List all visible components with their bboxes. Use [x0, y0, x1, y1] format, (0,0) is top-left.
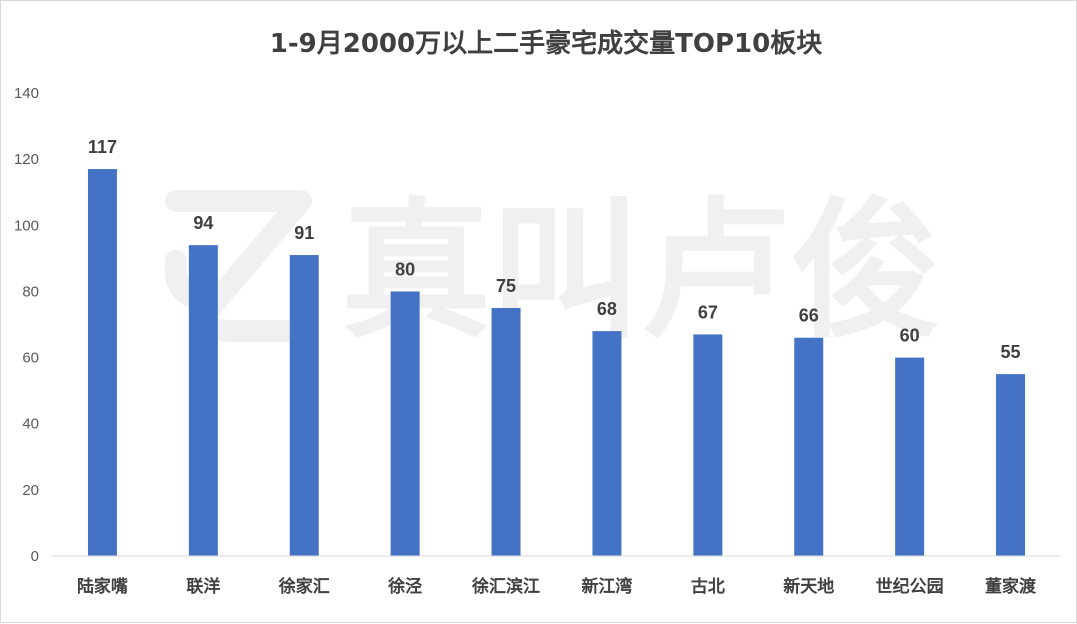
bar: [390, 291, 420, 556]
y-tick-label: 120: [14, 151, 39, 168]
x-tick-label: 新江湾: [581, 576, 632, 597]
watermark-text: 真叫卢俊: [341, 185, 941, 359]
bar: [87, 169, 117, 557]
bar-series: [87, 169, 1026, 557]
x-tick-label: 董家渡: [985, 576, 1037, 597]
bar: [996, 374, 1026, 556]
x-tick-label: 徐家汇: [278, 576, 330, 597]
bar: [693, 334, 723, 556]
data-label: 94: [193, 213, 213, 233]
data-label: 75: [496, 276, 516, 296]
x-tick-label: 古北: [691, 576, 725, 597]
data-label: 80: [395, 259, 415, 279]
y-tick-label: 0: [31, 548, 39, 565]
x-tick-label: 联洋: [186, 576, 220, 597]
x-tick-label: 世纪公园: [876, 576, 944, 597]
bar: [188, 245, 218, 556]
data-label: 55: [1001, 342, 1021, 362]
y-tick-label: 140: [14, 85, 39, 102]
data-label: 66: [799, 306, 819, 326]
bar: [491, 307, 521, 556]
data-label: 60: [900, 326, 920, 346]
x-tick-label: 徐泾: [387, 576, 422, 597]
y-tick-label: 40: [22, 416, 39, 433]
bar: [895, 357, 925, 556]
bar: [592, 331, 622, 556]
y-tick-label: 80: [22, 283, 39, 300]
y-tick-label: 60: [22, 350, 39, 367]
x-tick-label: 新天地: [783, 576, 834, 597]
x-axis: 陆家嘴 联洋 徐家汇 徐泾 徐汇滨江 新江湾 古北 新天地 世纪公园 董家渡: [52, 555, 1061, 597]
y-tick-label: 20: [22, 482, 39, 499]
bar: [794, 337, 824, 556]
data-label: 91: [294, 223, 314, 243]
chart-title: 1-9月2000万以上二手豪宅成交量TOP10板块: [270, 28, 822, 59]
watermark-logo: 真叫卢俊: [164, 185, 941, 359]
x-tick-label: 徐汇滨江: [471, 576, 540, 597]
x-tick-label: 陆家嘴: [77, 576, 128, 597]
y-axis: 0 20 40 60 80 100 120 140: [14, 85, 39, 565]
data-label: 117: [88, 137, 117, 157]
data-labels: 117 94 91 80 75 68 67 66 60 55: [88, 137, 1021, 362]
data-label: 68: [597, 299, 617, 319]
y-tick-label: 100: [14, 217, 39, 234]
data-label: 67: [698, 302, 718, 322]
bar: [289, 255, 319, 557]
